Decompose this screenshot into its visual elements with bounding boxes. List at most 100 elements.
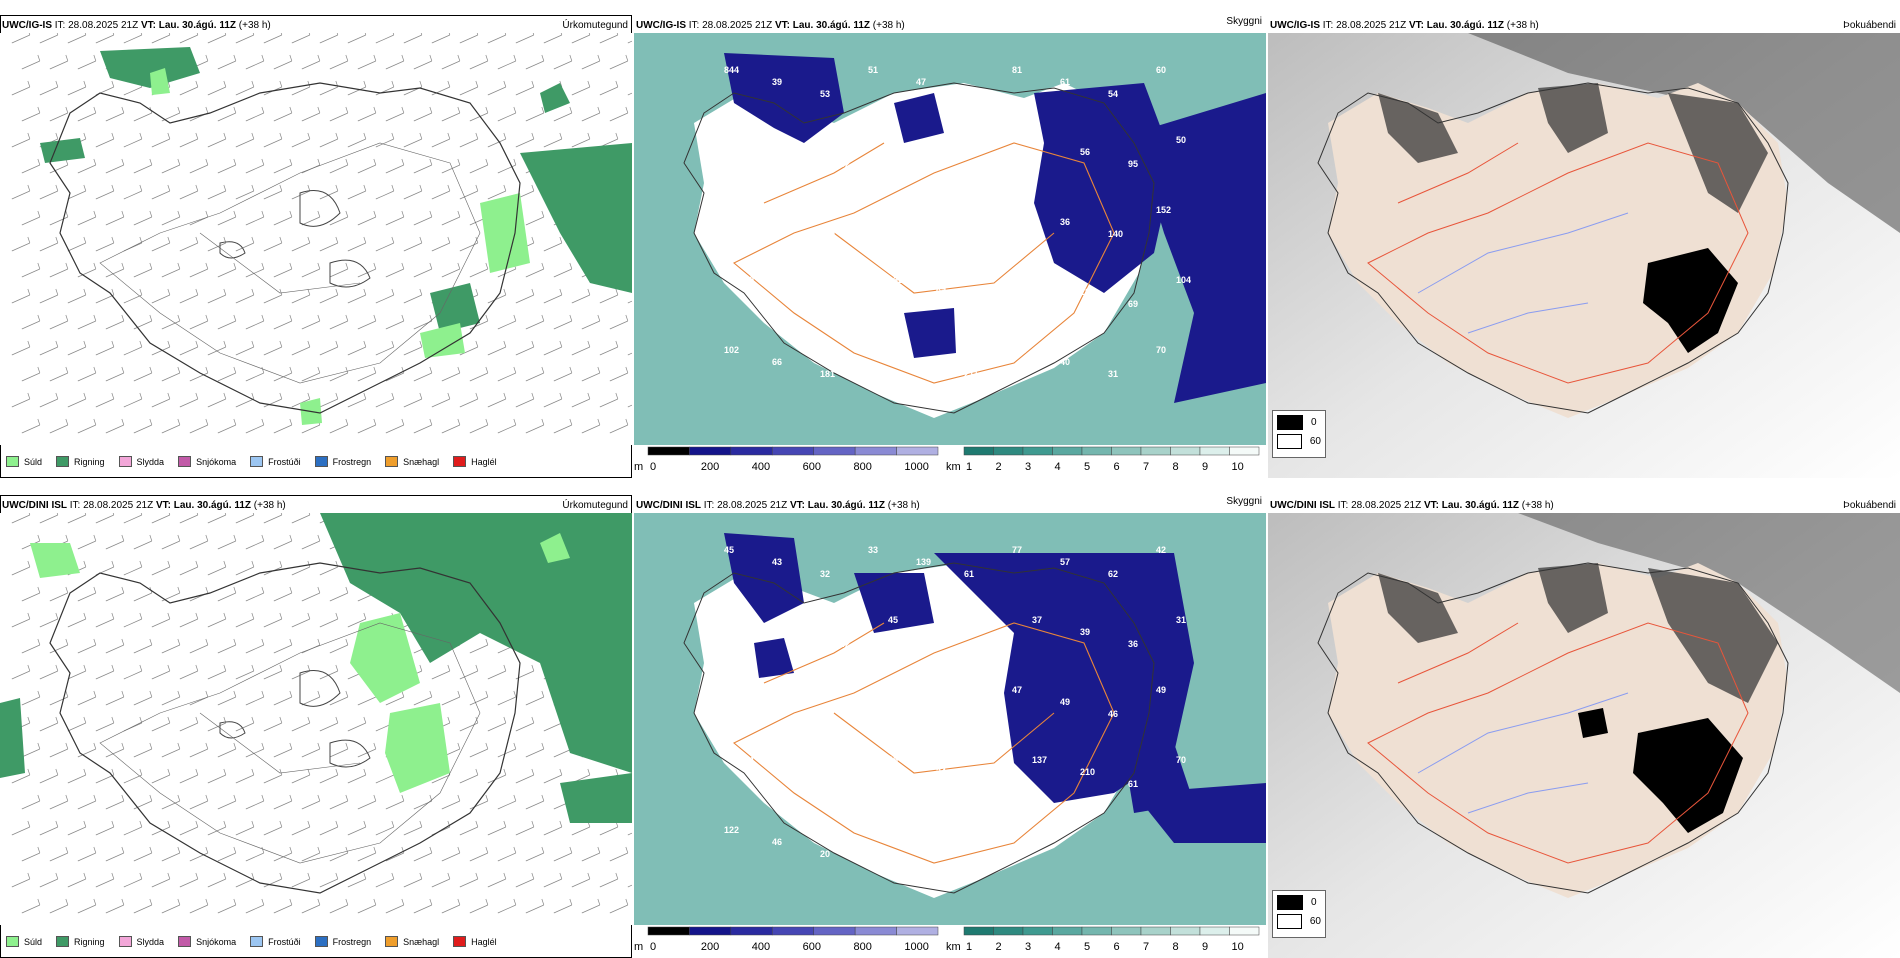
wind-barb: [67, 513, 87, 524]
wind-barb: [543, 33, 563, 44]
wind-barb: [133, 742, 153, 758]
wind-barb: [273, 158, 293, 174]
wind-barb: [39, 612, 59, 628]
wind-barb: [49, 846, 69, 862]
wind-barb: [105, 366, 125, 382]
model-name: UWC/DINI ISL: [636, 500, 701, 511]
wind-barb: [301, 262, 321, 278]
wind-barb: [329, 366, 349, 382]
visibility-value-label: 31: [1176, 615, 1186, 625]
wind-barb: [77, 54, 97, 70]
fog-dense-land: [1378, 563, 1778, 703]
wind-barb: [273, 418, 293, 434]
wind-barb: [581, 846, 601, 862]
visibility-value-label: 110: [984, 779, 999, 789]
wind-barb: [133, 314, 153, 330]
wind-barb: [291, 33, 311, 44]
visibility-m-swatch: [730, 926, 773, 936]
visibility-km-tick: 9: [1202, 461, 1208, 473]
wind-barb: [245, 314, 265, 330]
wind-barb: [431, 80, 451, 96]
fog-deep-blue: [724, 533, 1266, 843]
wind-barb: [11, 664, 31, 680]
precip-legend-label: Frostúði: [268, 456, 301, 467]
model-name: UWC/DINI ISL: [2, 500, 67, 511]
wind-barb: [179, 513, 199, 524]
wind-barb: [11, 560, 31, 576]
visibility-km-tick: 2: [996, 461, 1002, 473]
panel-title: Úrkomutegund: [562, 500, 628, 511]
wind-barb: [11, 132, 31, 148]
visibility-m-unit: m: [634, 941, 643, 953]
wind-barb: [375, 288, 395, 304]
wind-barb: [263, 768, 283, 784]
visibility-km-swatch: [1140, 446, 1171, 456]
wind-barb: [217, 742, 237, 758]
wind-barb: [263, 184, 283, 200]
wind-barb: [95, 612, 115, 628]
precip-legend-item: Slydda: [118, 456, 164, 467]
wind-barb: [357, 210, 377, 226]
wind-barb: [49, 54, 69, 70]
wind-barb: [235, 716, 255, 732]
wind-barb: [347, 33, 367, 44]
wind-barb: [235, 184, 255, 200]
precip-legend-swatch: [6, 936, 19, 947]
wind-barb: [487, 768, 507, 784]
visibility-value-label: 53: [792, 627, 802, 637]
visibility-m-swatch: [813, 926, 856, 936]
visibility-value-label: 39: [772, 77, 782, 87]
panel-visibility-dini: UWC/DINI ISL IT: 28.08.2025 21Z VT: Lau.…: [634, 495, 1266, 958]
precip-map[interactable]: [0, 513, 632, 925]
precip-legend-item: Snjókoma: [178, 936, 236, 947]
wind-barb: [571, 33, 591, 44]
wind-barb: [263, 392, 283, 408]
wind-barb: [347, 132, 367, 148]
fog-map[interactable]: [1268, 33, 1900, 478]
visibility-value-label: 152: [1156, 205, 1171, 215]
wind-barb: [403, 288, 423, 304]
wind-barb: [133, 158, 153, 174]
wind-barb: [543, 288, 563, 304]
wind-barb: [273, 210, 293, 226]
visibility-m-tick: 200: [701, 941, 719, 953]
land-clear: [694, 83, 1154, 418]
wind-barb: [49, 794, 69, 810]
wind-barb: [497, 366, 517, 382]
precip-legend-label: Haglél: [471, 456, 497, 467]
wind-barb: [123, 872, 143, 888]
visibility-km-swatch: [1170, 446, 1201, 456]
wind-barb: [627, 404, 632, 408]
wind-barb: [235, 872, 255, 888]
wind-barb: [161, 846, 181, 862]
wind-barb: [525, 366, 545, 382]
wind-barb: [375, 236, 395, 252]
visibility-map[interactable]: 45 43 32 33 139 61 77 57 62 42 69 53 42 45 40 44 37 39 36 3…: [634, 513, 1266, 925]
visibility-m-tick: 600: [803, 941, 821, 953]
visibility-value-label: 47: [1012, 685, 1022, 695]
visibility-value-label: 61: [964, 569, 974, 579]
precip-map[interactable]: [0, 33, 632, 445]
wind-barb: [301, 586, 321, 602]
wind-barb: [245, 794, 265, 810]
panel-header: UWC/DINI ISL IT: 28.08.2025 21Z VT: Lau.…: [0, 495, 632, 513]
visibility-m-tick: 1000: [904, 941, 928, 953]
fog-legend-label-0: 0: [1311, 417, 1317, 428]
visibility-value-label: 56: [1080, 147, 1090, 157]
wind-barb: [441, 418, 461, 434]
visibility-value-label: 61: [1128, 779, 1138, 789]
fog-map[interactable]: [1268, 513, 1900, 958]
wind-barb: [217, 898, 237, 914]
roads: [99, 142, 481, 384]
wind-barb: [21, 314, 41, 330]
panel-precip-type-igis: UWC/IG-IS IT: 28.08.2025 21Z VT: Lau. 30…: [0, 15, 632, 478]
visibility-m-swatch: [647, 446, 690, 456]
visibility-map[interactable]: 844 39 53 51 47 103 81 61 54 60 67 68 62 64 67 59 44 56 95…: [634, 33, 1266, 445]
visibility-value-label: 41: [964, 229, 974, 239]
wind-barb: [207, 872, 227, 888]
wind-barb: [11, 340, 31, 356]
wind-barb: [413, 210, 433, 226]
wind-barb: [133, 210, 153, 226]
visibility-km-swatch: [963, 926, 994, 936]
visibility-value-label: 42: [820, 709, 830, 719]
